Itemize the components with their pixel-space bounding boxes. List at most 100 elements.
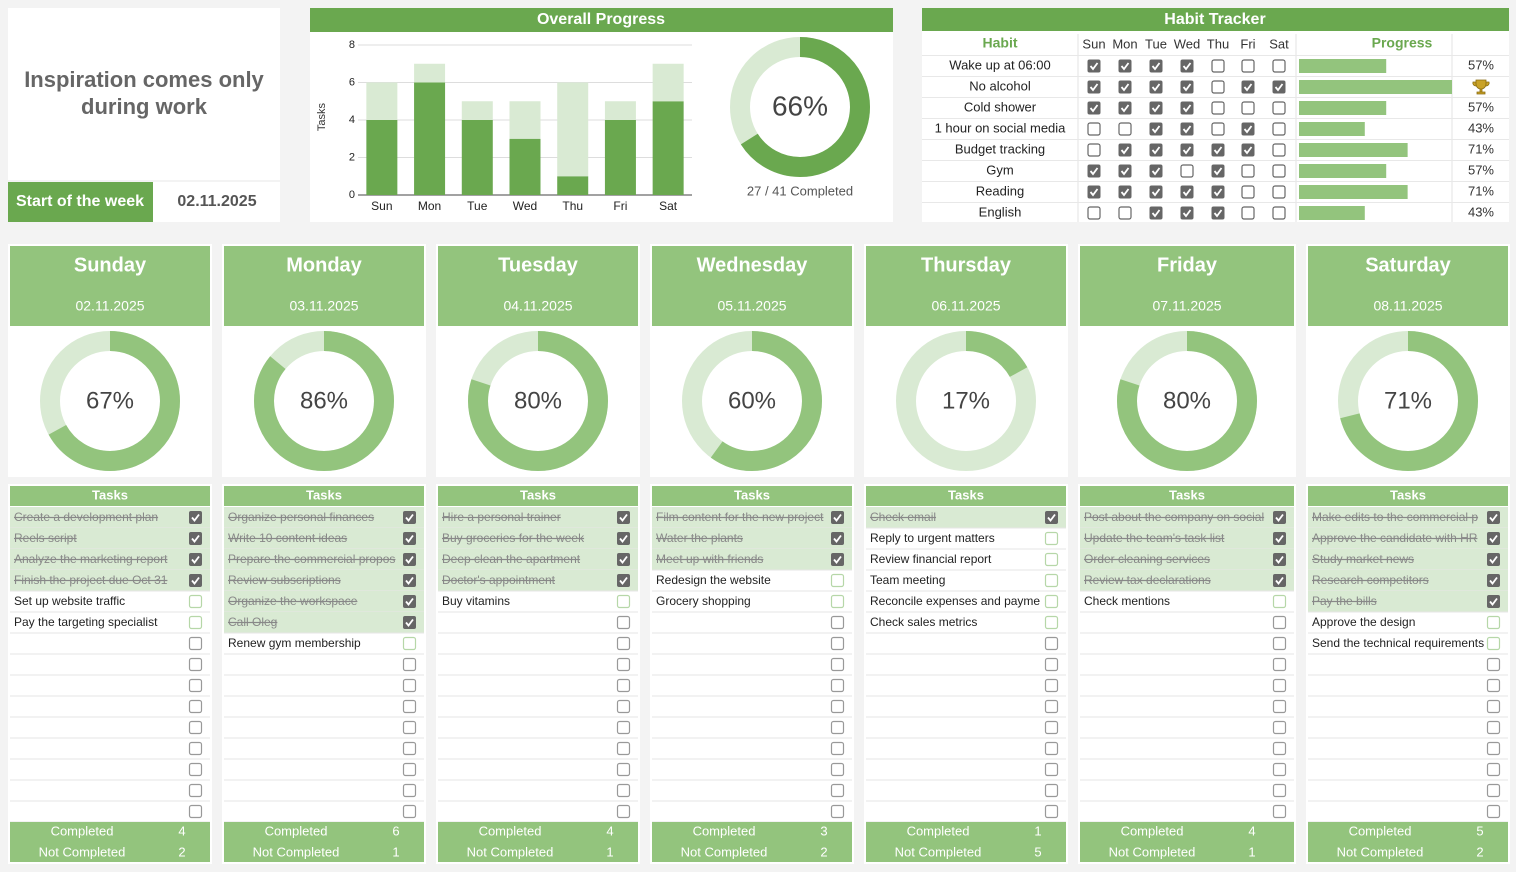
checkbox [402, 741, 417, 756]
donut-label: 17% [942, 387, 990, 414]
progress-header: Progress [1372, 35, 1433, 51]
not-completed-label: Not Completed [1109, 844, 1196, 859]
task-text: Update the team's task list [1084, 531, 1225, 545]
completed-label: Completed [907, 823, 970, 838]
checkbox-checked [1487, 595, 1500, 608]
checkbox [1272, 636, 1287, 651]
checkbox-checked [1087, 59, 1101, 73]
task-row-done [1080, 549, 1294, 570]
completed-count: 6 [392, 823, 399, 838]
completed-count: 5 [1476, 823, 1483, 838]
checkbox [1272, 720, 1287, 735]
checkbox-checked [1180, 101, 1194, 115]
x-tick-label: Sat [659, 199, 678, 213]
checkbox [188, 615, 203, 630]
checkbox-checked [1180, 185, 1194, 199]
check-mark [1489, 513, 1498, 522]
x-tick-label: Wed [513, 199, 537, 213]
overall-title: Overall Progress [537, 11, 665, 28]
task-text: Reels script [14, 531, 77, 545]
task-text: Water the plants [656, 531, 743, 545]
checkbox [616, 636, 631, 651]
task-row-done [438, 507, 638, 528]
tasks-header-bg [10, 486, 210, 506]
tasks-header: Tasks [306, 487, 342, 502]
donut-label: 86% [300, 387, 348, 414]
x-tick-label: Tue [467, 199, 488, 213]
checkbox-checked [189, 574, 202, 587]
checkbox [830, 636, 845, 651]
task-text: Research competitors [1312, 573, 1429, 587]
completed-count: 4 [606, 823, 613, 838]
checkbox-checked [1241, 80, 1255, 94]
task-text: Buy groceries for the week [442, 531, 585, 545]
checkbox [1272, 122, 1286, 136]
check-mark [1243, 125, 1253, 134]
day-name: Friday [1157, 254, 1218, 276]
checkbox-checked [617, 511, 630, 524]
checkbox [1486, 678, 1501, 693]
check-mark [1274, 83, 1284, 92]
tasks-header-bg [652, 486, 852, 506]
checkbox-checked [189, 553, 202, 566]
checkbox-checked [1180, 59, 1194, 73]
task-text: Study market news [1312, 552, 1414, 566]
checkbox [1272, 164, 1286, 178]
donut-label: 60% [728, 387, 776, 414]
tasks-header: Tasks [92, 487, 128, 502]
task-row-done [438, 528, 638, 549]
check-mark [1489, 597, 1498, 606]
checkbox-checked [1273, 532, 1286, 545]
checkbox [1118, 206, 1132, 220]
checkbox [1272, 143, 1286, 157]
task-text: Organize the workspace [228, 594, 358, 608]
quote-panel [8, 8, 280, 180]
bar [604, 101, 636, 120]
tasks-header: Tasks [520, 487, 556, 502]
day-name: Wednesday [697, 254, 809, 276]
check-mark [1151, 62, 1161, 71]
checkbox-checked [1211, 206, 1225, 220]
checkbox [616, 804, 631, 819]
completed-label: Completed [265, 823, 328, 838]
checkbox [188, 594, 203, 609]
check-mark [1275, 555, 1284, 564]
checkbox-checked [1180, 143, 1194, 157]
check-mark [1182, 146, 1192, 155]
checkbox [402, 720, 417, 735]
check-mark [1047, 513, 1056, 522]
checkbox [1272, 185, 1286, 199]
habit-header: Habit [983, 35, 1018, 51]
progress-label: 43% [1468, 204, 1494, 219]
checkbox [1118, 122, 1132, 136]
donut-label: 80% [1163, 387, 1211, 414]
task-row-done [10, 549, 210, 570]
checkbox [1486, 657, 1501, 672]
task-text: Pay the targeting specialist [14, 615, 158, 629]
checkbox-checked [617, 574, 630, 587]
checkbox-checked [1045, 511, 1058, 524]
task-text: Check sales metrics [870, 615, 977, 629]
checkbox [1241, 164, 1255, 178]
bar [414, 82, 446, 195]
task-row-done [1080, 528, 1294, 549]
week-label-bg [8, 182, 153, 222]
checkbox [1486, 636, 1501, 651]
not-completed-count: 2 [1476, 844, 1483, 859]
checkbox [1486, 762, 1501, 777]
check-mark [1182, 188, 1192, 197]
day-header: Mon [1112, 36, 1137, 51]
checkbox-checked [1149, 59, 1163, 73]
checkbox [188, 762, 203, 777]
check-mark [619, 513, 628, 522]
checkbox-checked [831, 553, 844, 566]
x-tick-label: Thu [562, 199, 583, 213]
checkbox [830, 657, 845, 672]
checkbox-checked [1180, 80, 1194, 94]
summary-bg [10, 822, 210, 862]
checkbox [1272, 804, 1287, 819]
checkbox [402, 699, 417, 714]
donut-label: 80% [514, 387, 562, 414]
not-completed-count: 2 [820, 844, 827, 859]
check-mark [1182, 83, 1192, 92]
